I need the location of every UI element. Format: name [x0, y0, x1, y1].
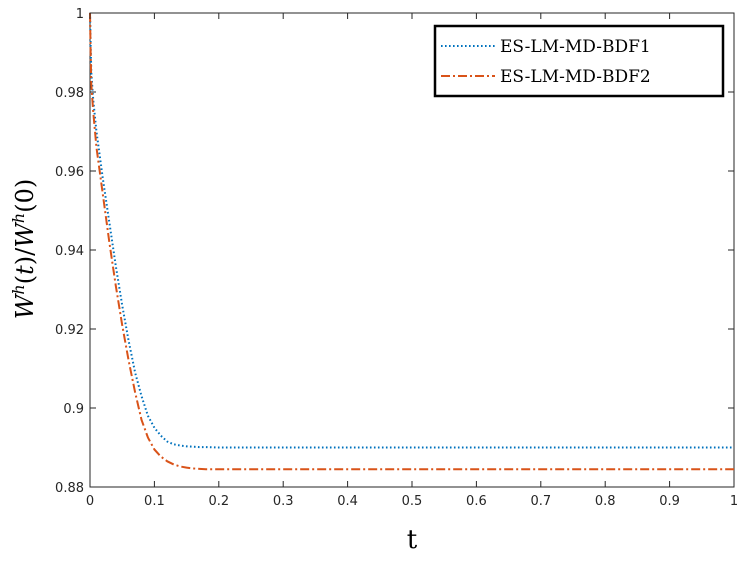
series-layer	[89, 12, 734, 471]
series-line-1	[89, 12, 734, 449]
x-tick-label: 0	[86, 494, 94, 509]
y-tick-label: 0.92	[55, 323, 84, 338]
y-tick-label: 0.9	[63, 402, 84, 417]
legend: ES-LM-MD-BDF1 ES-LM-MD-BDF2	[433, 24, 725, 98]
x-tick-label: 0.3	[273, 494, 294, 509]
y-tick-label: 1	[76, 7, 84, 22]
legend-label-1: ES-LM-MD-BDF1	[500, 37, 651, 57]
x-tick-label: 0.1	[144, 494, 165, 509]
y-tick-label: 0.96	[55, 165, 84, 180]
x-tick-label: 0.6	[466, 494, 487, 509]
y-tick-label: 0.94	[55, 244, 84, 259]
x-tick-label: 0.9	[659, 494, 680, 509]
y-axis-label: Wh(t)/Wh(0)	[9, 179, 40, 319]
series-line-2	[89, 12, 734, 471]
x-tick-label: 0.2	[208, 494, 229, 509]
x-tick-label: 0.8	[595, 494, 616, 509]
x-axis-label: t	[407, 525, 418, 555]
y-tick-label: 0.98	[55, 86, 84, 101]
legend-box	[433, 24, 725, 98]
ticks-layer: 0 0.1 0.2 0.3 0.4 0.5 0.6 0.7 0.8 0.9 1 0.88 0.9 0.92…	[55, 7, 738, 509]
x-tick-label: 0.7	[530, 494, 551, 509]
y-tick-label: 0.88	[55, 481, 84, 496]
x-tick-label: 0.5	[402, 494, 423, 509]
legend-label-2: ES-LM-MD-BDF2	[500, 67, 651, 87]
x-tick-label: 0.4	[337, 494, 358, 509]
x-tick-label: 1	[730, 494, 738, 509]
